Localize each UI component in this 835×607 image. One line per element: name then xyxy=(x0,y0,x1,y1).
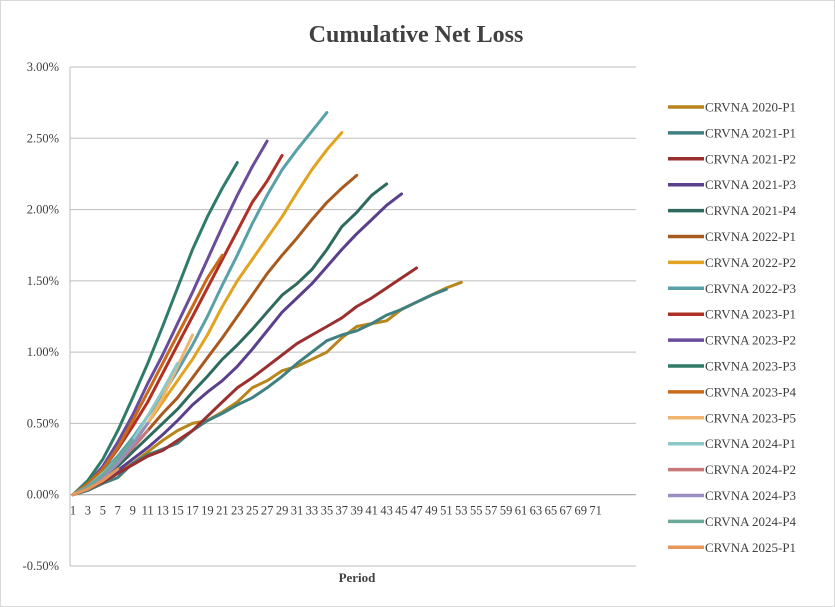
chart-title: Cumulative Net Loss xyxy=(309,22,524,48)
x-tick-label: 33 xyxy=(306,504,319,518)
series-line-16 xyxy=(71,439,135,497)
x-tick-label: 71 xyxy=(589,504,602,518)
legend-label: CRVNA 2024-P3 xyxy=(705,488,796,503)
legend-label: CRVNA 2021-P2 xyxy=(705,151,796,166)
y-tick-label: 2.00% xyxy=(27,203,59,217)
x-tick-label: 25 xyxy=(246,504,259,518)
x-tick-label: 1 xyxy=(70,504,76,518)
legend-label: CRVNA 2021-P1 xyxy=(705,125,796,140)
x-tick-label: 9 xyxy=(130,504,136,518)
x-tick-label: 29 xyxy=(276,504,289,518)
x-tick-label: 65 xyxy=(545,504,558,518)
x-tick-label: 63 xyxy=(530,504,543,518)
x-tick-label: 69 xyxy=(574,504,587,518)
x-tick-label: 43 xyxy=(380,504,393,518)
legend-label: CRVNA 2023-P5 xyxy=(705,410,796,425)
x-tick-label: 5 xyxy=(100,504,106,518)
x-tick-label: 31 xyxy=(291,504,304,518)
legend-label: CRVNA 2023-P3 xyxy=(705,359,796,374)
series-line-7 xyxy=(71,111,329,497)
x-tick-label: 35 xyxy=(321,504,334,518)
series-line-10 xyxy=(71,161,239,497)
x-tick-label: 41 xyxy=(365,504,378,518)
x-tick-label: 7 xyxy=(115,504,121,518)
legend-label: CRVNA 2023-P1 xyxy=(705,307,796,322)
series-line-11 xyxy=(71,253,224,497)
legend-label: CRVNA 2022-P2 xyxy=(705,255,796,270)
legend-label: CRVNA 2022-P1 xyxy=(705,229,796,244)
x-tick-label: 61 xyxy=(515,504,528,518)
x-tick-label: 3 xyxy=(85,504,91,518)
x-tick-label: 17 xyxy=(186,504,199,518)
x-tick-label: 39 xyxy=(350,504,363,518)
x-tick-label: 13 xyxy=(156,504,169,518)
x-tick-label: 51 xyxy=(440,504,453,518)
y-tick-label: 1.00% xyxy=(27,345,59,359)
x-tick-label: 49 xyxy=(425,504,438,518)
x-tick-label: 27 xyxy=(261,504,274,518)
x-tick-label: 15 xyxy=(171,504,184,518)
series-line-3 xyxy=(71,192,403,497)
series-lines xyxy=(71,111,463,497)
y-tick-label: 2.50% xyxy=(27,131,59,145)
x-tick-label: 53 xyxy=(455,504,468,518)
x-tick-label: 21 xyxy=(216,504,229,518)
x-tick-label: 55 xyxy=(470,504,483,518)
legend-label: CRVNA 2025-P1 xyxy=(705,540,796,555)
series-line-17 xyxy=(71,467,120,497)
gridlines xyxy=(69,66,636,567)
legend-label: CRVNA 2023-P4 xyxy=(705,384,797,399)
y-tick-label: 3.00% xyxy=(27,60,59,74)
series-line-2 xyxy=(71,266,418,497)
x-tick-label: 59 xyxy=(500,504,513,518)
legend-label: CRVNA 2022-P3 xyxy=(705,281,796,296)
y-tick-label: 0.00% xyxy=(27,488,59,502)
legend-label: CRVNA 2021-P3 xyxy=(705,177,796,192)
x-tick-label: 19 xyxy=(201,504,214,518)
x-axis-title: Period xyxy=(339,570,377,585)
x-tick-label: 23 xyxy=(231,504,244,518)
series-line-4 xyxy=(71,182,389,497)
y-tick-label: -0.50% xyxy=(23,559,59,573)
legend-label: CRVNA 2023-P2 xyxy=(705,333,796,348)
legend-label: CRVNA 2021-P4 xyxy=(705,203,797,218)
legend-label: CRVNA 2024-P1 xyxy=(705,436,796,451)
legend-label: CRVNA 2024-P4 xyxy=(705,514,797,529)
x-tick-label: 57 xyxy=(485,504,498,518)
legend-label: CRVNA 2020-P1 xyxy=(705,100,796,115)
x-tick-label: 45 xyxy=(395,504,408,518)
x-tick-label: 47 xyxy=(410,504,423,518)
x-tick-label: 67 xyxy=(560,504,573,518)
legend-label: CRVNA 2024-P2 xyxy=(705,462,796,477)
series-line-9 xyxy=(71,139,269,497)
y-axis-ticks: -0.50% 0.00% 0.50% 1.00% 1.50% 2.00% 2.50% 3.00… xyxy=(23,60,59,573)
x-tick-label: 37 xyxy=(336,504,349,518)
y-tick-label: 0.50% xyxy=(27,416,59,430)
x-axis-ticks: 1 3 5 7 9 11 13 15 17 19 21 23 25 27 29 31 33 35 37 39 41 43 4… xyxy=(70,504,602,518)
y-tick-label: 1.50% xyxy=(27,274,59,288)
legend: CRVNA 2020-P1 CRVNA 2021-P1 CRVNA 2021-P2 C… xyxy=(668,100,797,555)
x-tick-label: 11 xyxy=(142,504,154,518)
